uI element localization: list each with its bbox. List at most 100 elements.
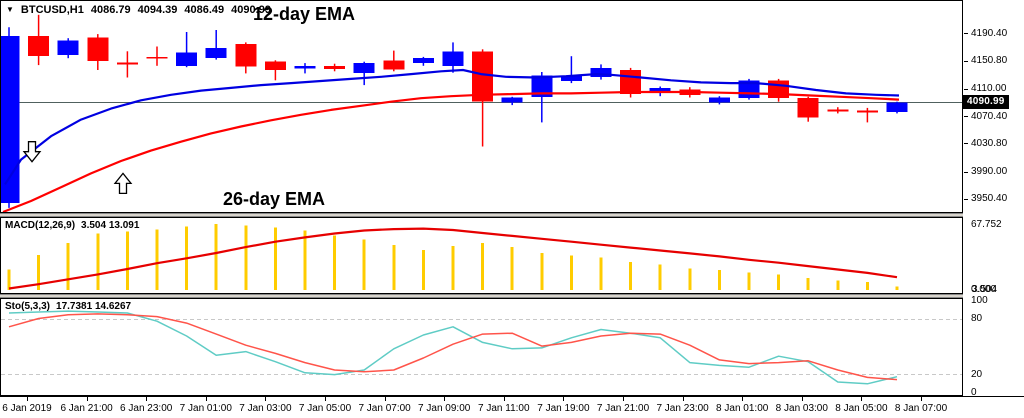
candle-body <box>649 87 671 93</box>
panel-splitter[interactable] <box>0 213 1024 217</box>
macd-histogram-bar <box>273 227 277 290</box>
candle-body <box>87 37 109 61</box>
time-axis-tick <box>325 397 326 401</box>
macd-canvas <box>7 224 899 290</box>
candle-body <box>383 60 405 70</box>
time-axis-tick <box>384 397 386 401</box>
time-axis-label: 8 Jan 05:00 <box>835 403 888 414</box>
macd-histogram-bar <box>481 243 485 290</box>
time-axis-label: 8 Jan 01:00 <box>716 403 769 414</box>
time-axis-label: 6 Jan 23:00 <box>120 403 173 414</box>
candle-body <box>324 65 346 70</box>
time-axis-label: 7 Jan 07:00 <box>358 403 411 414</box>
open-value: 4086.79 <box>90 4 131 16</box>
candle-body <box>235 43 257 67</box>
macd-histogram-bar <box>7 269 11 290</box>
macd-histogram-bar <box>155 229 159 290</box>
macd-histogram-bar <box>37 254 41 290</box>
macd-histogram-bar <box>569 255 573 290</box>
candle-body <box>294 65 316 69</box>
macd-values: 3.504 13.091 <box>81 220 140 231</box>
macd-histogram-bar <box>362 239 366 290</box>
macd-histogram-bar <box>125 231 129 290</box>
ema12-annotation: 12-day EMA <box>253 4 356 24</box>
time-axis-tick <box>265 397 267 401</box>
stochastic-d-line <box>8 313 898 381</box>
macd-histogram-bar <box>806 277 810 290</box>
macd-histogram-bar <box>836 280 840 290</box>
time-axis-tick <box>86 397 88 401</box>
ema-line <box>4 68 900 185</box>
time-axis-label: 6 Jan 2019 <box>2 403 52 414</box>
macd-histogram-bar <box>658 264 662 290</box>
candle-body <box>412 58 434 63</box>
time-axis-label: 7 Jan 21:00 <box>596 403 650 414</box>
macd-histogram-bar <box>510 247 514 290</box>
time-axis-tick <box>861 397 863 401</box>
time-axis-tick <box>742 397 744 401</box>
candle-body <box>353 63 375 73</box>
arrow-up-signal-icon <box>113 172 133 195</box>
macd-histogram-bar <box>777 274 781 290</box>
chart-menu-arrow-icon[interactable]: ▼ <box>6 5 14 14</box>
price-axis-label: 3990.00 <box>971 166 1008 177</box>
time-axis-label: 7 Jan 11:00 <box>478 403 530 414</box>
macd-histogram-bar <box>629 262 633 290</box>
time-axis-tick <box>205 397 207 401</box>
stochastic-title-bar: Sto(5,3,3) 17.7381 14.6267 <box>5 301 131 312</box>
macd-histogram-bar <box>747 272 751 290</box>
time-axis-tick <box>444 397 446 401</box>
candle-body <box>590 67 612 77</box>
time-axis-label: 7 Jan 23:00 <box>656 403 709 414</box>
price-axis-label: 4190.40 <box>971 27 1008 39</box>
macd-histogram-bar <box>717 270 721 290</box>
stochastic-axis-label: 80 <box>971 313 983 325</box>
price-chart-panel: ▼ BTCUSD,H1 4086.79 4094.39 4086.49 4090… <box>0 0 963 213</box>
candle-body <box>1 36 20 204</box>
candle-body <box>146 56 168 59</box>
stochastic-axis-label: 0 <box>971 387 977 398</box>
ema26-annotation: 26-day EMA <box>223 189 326 209</box>
price-axis-tick <box>964 198 968 200</box>
arrow-down-signal-icon <box>22 141 42 163</box>
candle-body <box>827 109 849 112</box>
time-axis-tick <box>563 397 565 401</box>
macd-axis-min-label: 3.504 <box>972 284 998 295</box>
macd-title-bar: MACD(12,26,9) 3.504 13.091 <box>5 220 139 231</box>
time-axis-tick <box>801 397 803 401</box>
low-value: 4086.49 <box>184 4 225 16</box>
time-axis-tick <box>27 397 28 401</box>
candle-body <box>531 75 553 97</box>
candle-body <box>560 76 582 81</box>
macd-histogram-bar <box>214 224 218 290</box>
macd-histogram-bar <box>66 243 70 290</box>
candle-body <box>472 51 494 102</box>
macd-panel: MACD(12,26,9) 3.504 13.091 <box>0 217 963 294</box>
time-axis-tick <box>146 397 148 401</box>
panel-splitter[interactable] <box>0 294 1024 298</box>
candle-body <box>856 110 878 113</box>
candle-body <box>442 51 464 66</box>
macd-axis-min-label: 0.000 <box>971 284 997 295</box>
time-axis-label: 7 Jan 03:00 <box>239 403 292 414</box>
candle-body <box>768 80 790 99</box>
price-axis-tick <box>964 116 968 118</box>
stochastic-k-line <box>8 310 898 385</box>
time-axis-label: 7 Jan 05:00 <box>298 403 352 414</box>
macd-histogram-bar <box>392 245 396 290</box>
time-axis-tick <box>921 397 922 401</box>
macd-label: MACD(12,26,9) <box>5 220 76 231</box>
time-axis-label: 7 Jan 09:00 <box>418 403 471 414</box>
price-axis-label: 4150.80 <box>971 55 1008 67</box>
chart-title-bar: ▼ BTCUSD,H1 4086.79 4094.39 4086.49 4090… <box>6 4 271 16</box>
macd-histogram-bar <box>865 282 869 290</box>
price-axis-label: 4070.40 <box>971 110 1008 122</box>
candle-body <box>501 97 523 103</box>
stochastic-canvas <box>1 310 962 385</box>
stochastic-axis-label: 100 <box>971 295 988 306</box>
candle-body <box>708 97 730 103</box>
time-axis-tick <box>682 397 684 401</box>
stochastic-label: Sto(5,3,3) <box>5 301 51 312</box>
stochastic-values: 17.7381 14.6267 <box>56 301 132 312</box>
price-axis-gutter: 4190.40 4150.80 4110.00 4070.40 4030.80 3990.… <box>963 0 1024 398</box>
